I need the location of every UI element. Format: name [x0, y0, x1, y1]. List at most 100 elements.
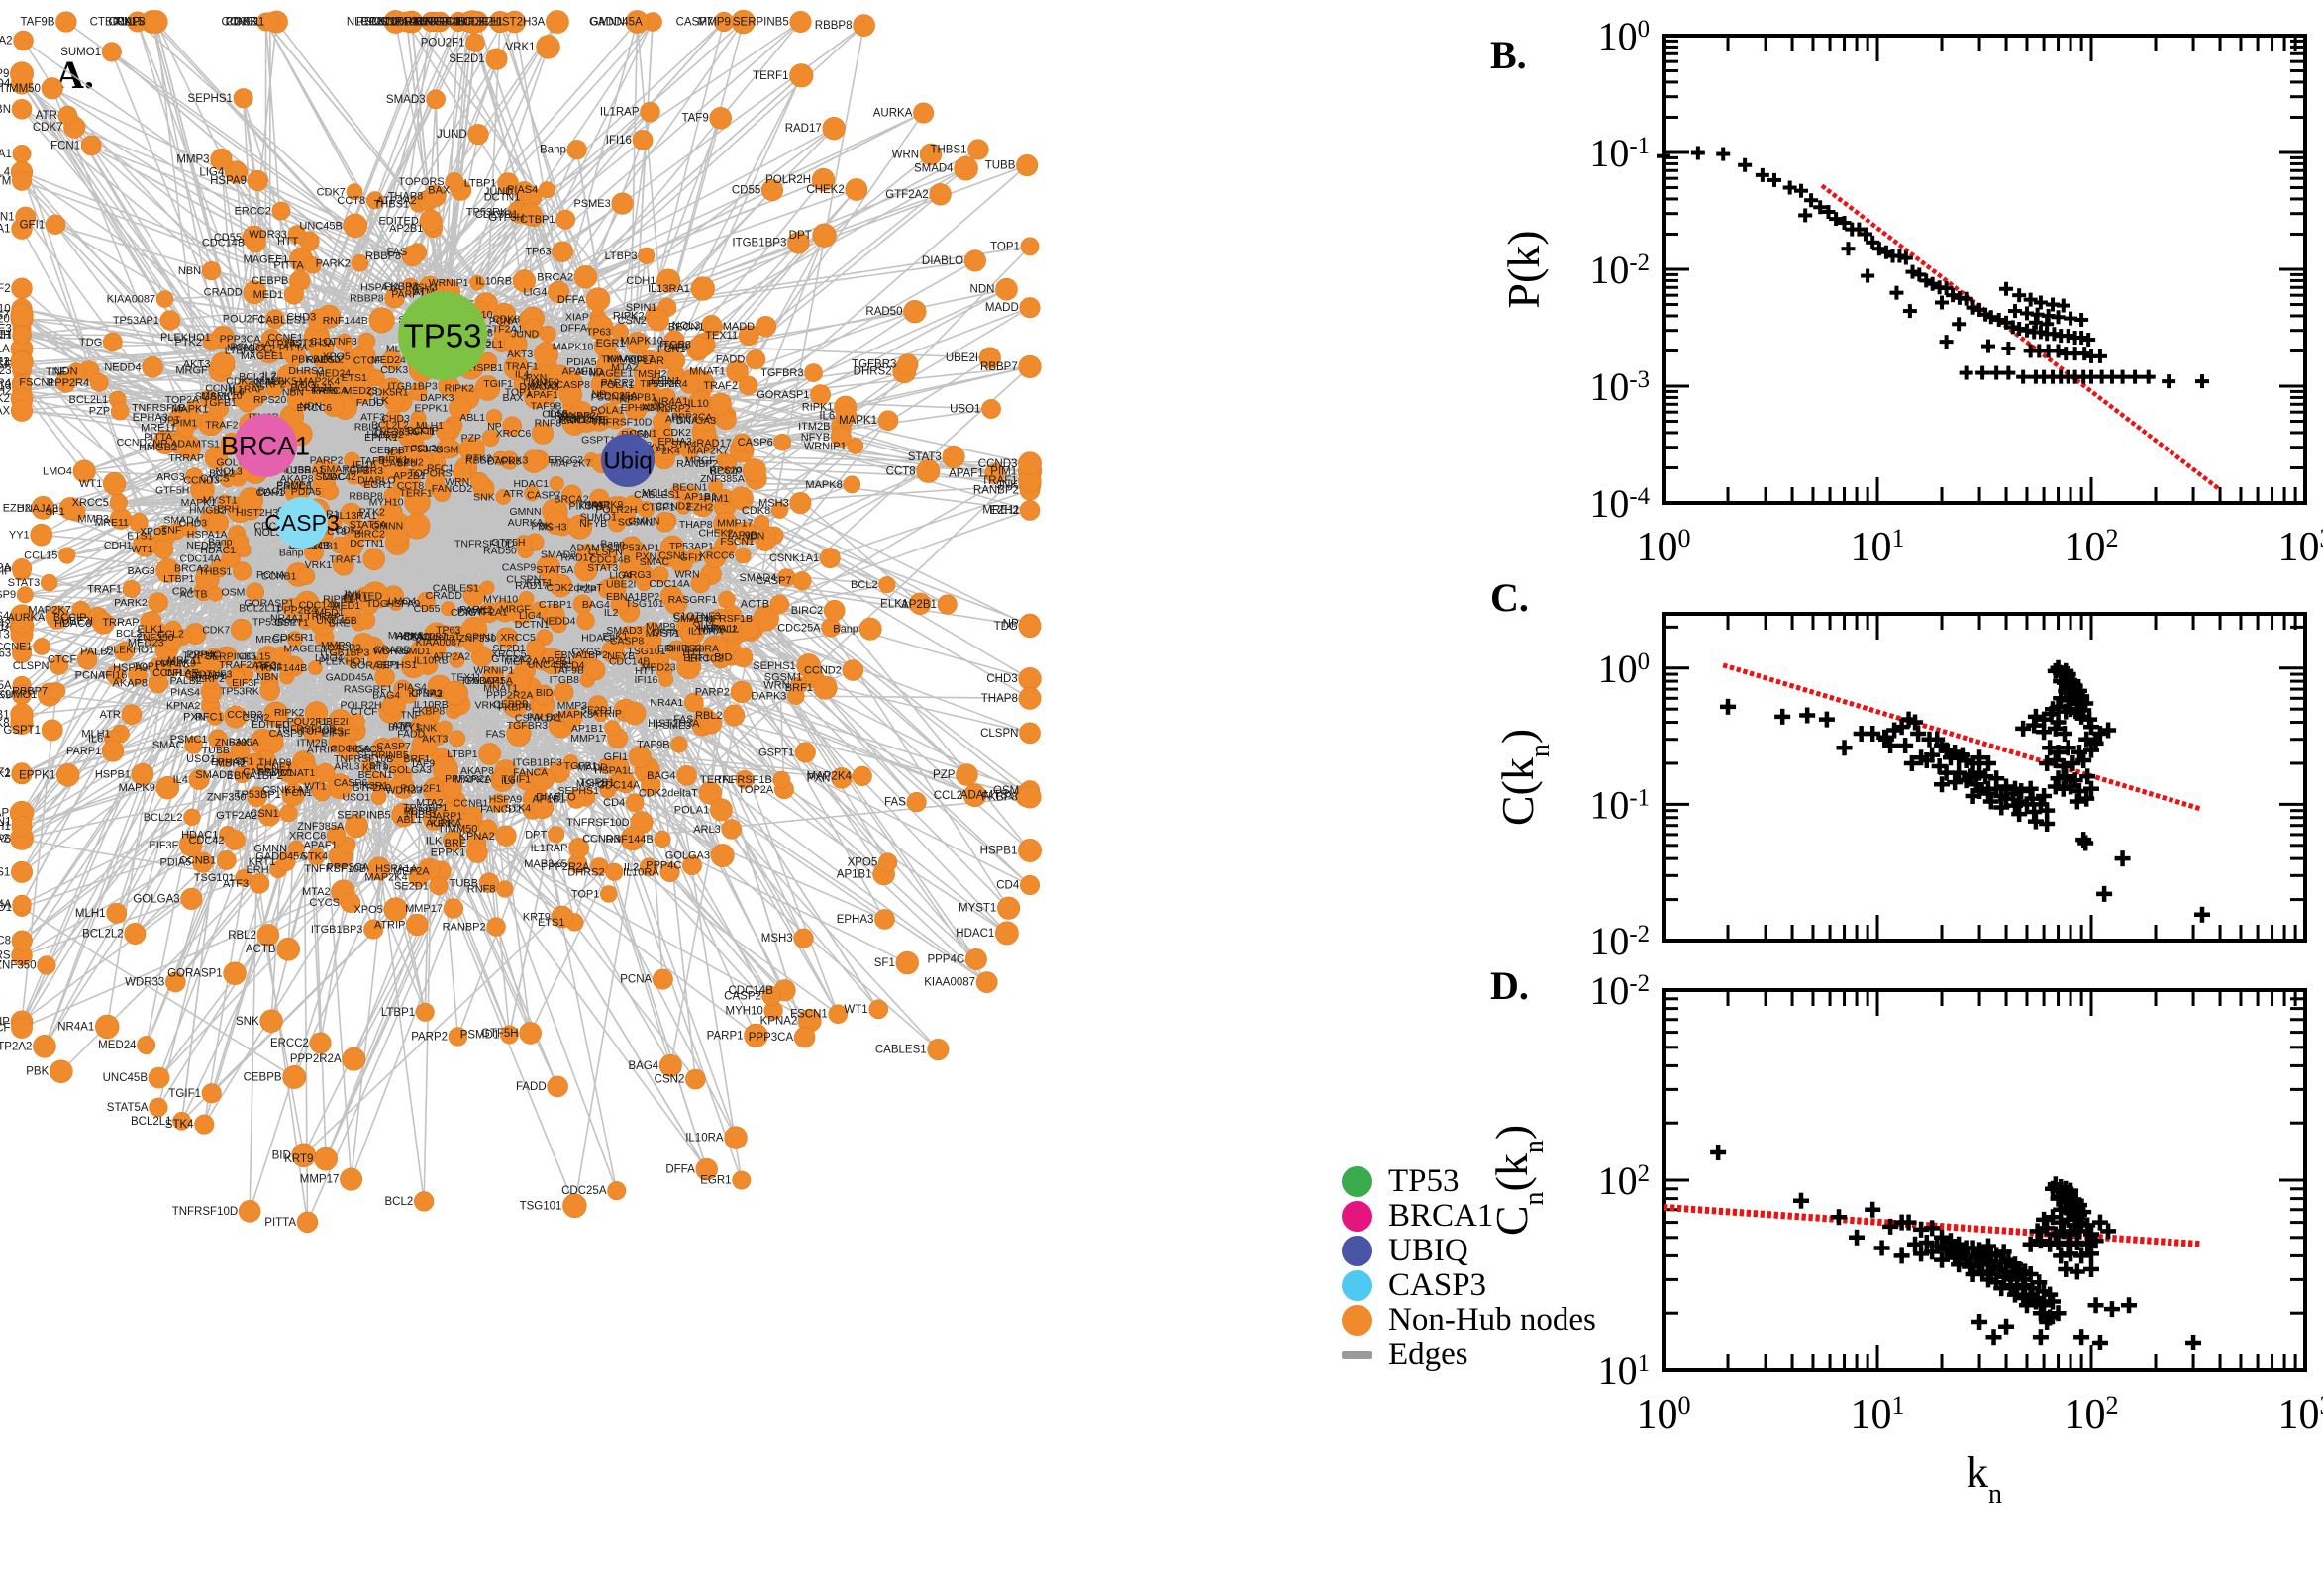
- svg-text:MAPK1: MAPK1: [171, 403, 208, 415]
- svg-text:IL2: IL2: [262, 369, 277, 381]
- svg-text:BAG3: BAG3: [258, 485, 286, 497]
- data-points: [1720, 659, 2210, 923]
- legend-item-label: TP53: [1388, 1163, 1460, 1199]
- svg-text:SPIN1: SPIN1: [626, 302, 657, 314]
- svg-text:ACTB: ACTB: [741, 599, 769, 611]
- svg-text:BCL2: BCL2: [209, 467, 235, 479]
- node-swatch-icon: [1342, 1166, 1372, 1197]
- svg-text:TAF9B: TAF9B: [637, 739, 669, 750]
- svg-text:STAT5A: STAT5A: [107, 1102, 149, 1114]
- svg-text:PPP2R2A: PPP2R2A: [445, 773, 491, 785]
- svg-text:OSM: OSM: [435, 445, 458, 456]
- svg-text:ARL3: ARL3: [665, 414, 691, 426]
- svg-text:CSN2: CSN2: [618, 315, 647, 327]
- network-graph[interactable]: TP53RKTHAP8CDC14BKIAA0087MAGEE1CDC14ANLR…: [0, 0, 1465, 1596]
- svg-text:USO1: USO1: [342, 792, 370, 804]
- legend-item-brca1: BRCA1: [1342, 1198, 1596, 1234]
- svg-text:CEBPB: CEBPB: [252, 275, 288, 287]
- svg-text:ITGB1BP3: ITGB1BP3: [311, 924, 363, 936]
- svg-text:PLEKHO1: PLEKHO1: [319, 655, 367, 667]
- svg-text:TRAF1: TRAF1: [329, 553, 361, 565]
- svg-text:NR4A1: NR4A1: [654, 396, 688, 408]
- svg-text:PITTA: PITTA: [273, 259, 304, 271]
- svg-text:BAG3: BAG3: [128, 565, 155, 577]
- svg-text:EBNA1BP2: EBNA1BP2: [227, 770, 283, 782]
- svg-text:PSMC1: PSMC1: [457, 606, 493, 618]
- svg-text:RBBP8: RBBP8: [365, 250, 401, 262]
- svg-text:ETS1: ETS1: [342, 372, 367, 384]
- svg-text:TAF9: TAF9: [662, 342, 688, 353]
- svg-text:MAPK1: MAPK1: [181, 497, 217, 509]
- x-tick-label: 100: [1636, 524, 1690, 571]
- panel-d-letter: D.: [1490, 963, 1529, 1008]
- svg-text:DFFA: DFFA: [557, 294, 586, 306]
- svg-text:TOPORS: TOPORS: [398, 176, 444, 188]
- svg-text:TP63: TP63: [525, 247, 551, 258]
- svg-text:CDK5R1: CDK5R1: [475, 209, 518, 221]
- svg-text:BRE: BRE: [388, 721, 410, 733]
- panel-c-letter: C.: [1490, 575, 1529, 620]
- svg-text:XRCC6: XRCC6: [699, 550, 735, 562]
- svg-text:ELK1: ELK1: [137, 624, 163, 636]
- legend-item-label: UBIQ: [1388, 1233, 1468, 1268]
- hub-node-brca1[interactable]: BRCA1: [221, 414, 310, 477]
- svg-text:MAP2K4: MAP2K4: [299, 375, 341, 387]
- svg-text:BCL2L11: BCL2L11: [239, 602, 281, 614]
- svg-text:MYST1: MYST1: [646, 628, 680, 640]
- svg-text:ATF3: ATF3: [223, 878, 249, 890]
- data-points: [1710, 1144, 2202, 1350]
- svg-text:ITGB1BP3: ITGB1BP3: [387, 381, 437, 393]
- svg-text:CDH1: CDH1: [104, 540, 133, 551]
- svg-text:MCL1: MCL1: [642, 487, 669, 499]
- hub-node-tp53[interactable]: TP53: [398, 291, 487, 380]
- svg-text:IL10RB: IL10RB: [414, 654, 449, 666]
- svg-text:TRRAP: TRRAP: [168, 452, 204, 464]
- y-tick-label: 10-2: [1589, 968, 1650, 1013]
- y-tick-label: 10-1: [1589, 782, 1650, 827]
- svg-text:TNFRSF10B: TNFRSF10B: [334, 753, 393, 765]
- svg-text:MNAT1: MNAT1: [280, 767, 315, 779]
- svg-text:CTBP1: CTBP1: [520, 214, 555, 226]
- svg-text:UNC45B: UNC45B: [299, 220, 342, 232]
- svg-text:CCNB1: CCNB1: [179, 854, 216, 866]
- legend-item-label: Non-Hub nodes: [1388, 1302, 1596, 1338]
- panel-d-axes: 10-2102101100101102103knCn(kn): [1486, 968, 2323, 1510]
- y-axis-label: Cn(kn): [1486, 1125, 1550, 1236]
- svg-text:UBE2I: UBE2I: [946, 352, 978, 364]
- svg-text:SNK: SNK: [473, 491, 495, 503]
- svg-text:LMO4: LMO4: [43, 466, 72, 478]
- svg-text:BECN1: BECN1: [668, 321, 705, 333]
- svg-text:GADD45A: GADD45A: [255, 850, 307, 862]
- svg-text:BRCA2: BRCA2: [537, 271, 573, 283]
- svg-text:PPP2R2A: PPP2R2A: [290, 1053, 342, 1065]
- svg-text:CDK3: CDK3: [380, 364, 408, 376]
- edge-swatch-icon: [1342, 1350, 1372, 1359]
- x-axis-label: kn: [1967, 1448, 2002, 1510]
- svg-text:GFI1: GFI1: [604, 751, 628, 763]
- svg-text:PIK3R1: PIK3R1: [569, 500, 605, 512]
- node-swatch-icon: [1342, 1201, 1372, 1232]
- svg-text:PDIA5: PDIA5: [566, 356, 597, 368]
- svg-text:CRADD: CRADD: [204, 287, 243, 299]
- svg-text:CFLAR: CFLAR: [629, 355, 664, 367]
- svg-text:KIAA0087: KIAA0087: [924, 977, 975, 989]
- svg-text:PIAS4: PIAS4: [170, 687, 200, 699]
- svg-text:TNF: TNF: [161, 525, 181, 537]
- svg-text:CLSPN: CLSPN: [506, 573, 541, 585]
- svg-text:THBS1: THBS1: [930, 144, 966, 155]
- svg-text:CDC14A: CDC14A: [649, 578, 689, 590]
- svg-text:POU2F1: POU2F1: [223, 314, 265, 326]
- hub-node-casp3[interactable]: CASP3: [264, 497, 340, 549]
- svg-text:GSPT1: GSPT1: [758, 747, 794, 758]
- svg-text:CCND3: CCND3: [582, 834, 620, 846]
- hub-node-ubiq[interactable]: Ubiq: [601, 434, 655, 487]
- svg-text:CCL15: CCL15: [24, 550, 57, 562]
- svg-text:ABL1: ABL1: [459, 412, 485, 424]
- svg-text:IL4: IL4: [387, 446, 402, 457]
- svg-text:EPPK1: EPPK1: [415, 402, 449, 414]
- data-points: [1657, 146, 2209, 389]
- svg-text:PARP1: PARP1: [707, 1030, 744, 1042]
- svg-text:PARP1: PARP1: [66, 746, 101, 757]
- x-tick-label: 103: [2277, 1391, 2323, 1439]
- svg-text:EGR1: EGR1: [363, 479, 392, 491]
